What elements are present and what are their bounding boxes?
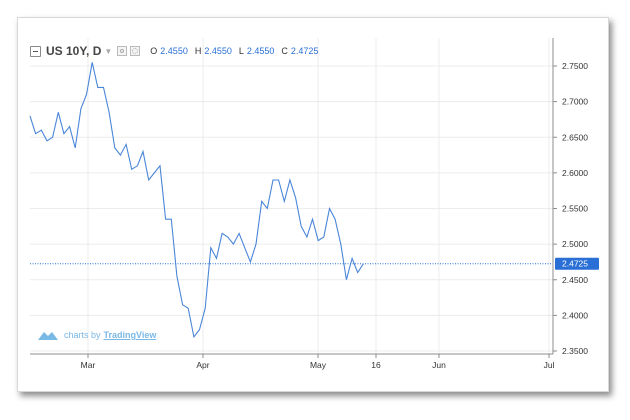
low-value: 2.4550 xyxy=(246,46,275,56)
symbol-label[interactable]: US 10Y, D xyxy=(46,44,102,58)
tradingview-logo-icon xyxy=(38,332,58,340)
y-tick-label: 2.4000 xyxy=(562,310,588,320)
series-line-us10y xyxy=(29,62,364,339)
watermark-prefix: charts by xyxy=(64,330,101,340)
y-tick-label: 2.4500 xyxy=(562,275,588,285)
y-tick-label: 2.6500 xyxy=(562,132,588,142)
watermark-brand-link[interactable]: TradingView xyxy=(103,330,157,340)
open-value: 2.4550 xyxy=(160,46,188,56)
tradingview-watermark[interactable]: charts by TradingView xyxy=(37,329,156,341)
y-tick-label: 2.7500 xyxy=(562,61,588,71)
x-tick-label: Jun xyxy=(432,360,446,370)
high-label: H xyxy=(194,46,202,56)
low-label: L xyxy=(238,46,244,56)
close-label: C xyxy=(281,46,288,56)
y-tick-label: 2.6000 xyxy=(562,168,588,178)
x-tick-label: May xyxy=(310,360,327,370)
series-legend: US 10Y, D ▼ O 2.4550 H 2.4550 L 2.4550 C 2.4… xyxy=(30,43,318,59)
y-tick-label: 2.5000 xyxy=(562,239,588,249)
open-label: O xyxy=(150,46,158,56)
eye-icon[interactable] xyxy=(117,46,128,56)
collapse-icon[interactable] xyxy=(30,45,41,57)
close-value: 2.4725 xyxy=(290,46,319,56)
current-price-label: 2.4725 xyxy=(562,259,588,269)
gear-icon[interactable] xyxy=(130,46,141,56)
high-value: 2.4550 xyxy=(204,46,232,56)
y-tick-label: 2.7000 xyxy=(562,97,588,107)
chart-canvas[interactable]: 2.7500 2.7000 2.6500 2.6000 2.5500 2.5000 2.45… xyxy=(18,18,608,391)
x-tick-label: Apr xyxy=(196,360,209,370)
y-tick-label: 2.5500 xyxy=(562,204,588,214)
chevron-down-icon[interactable]: ▼ xyxy=(104,46,113,56)
x-tick-label: Mar xyxy=(81,360,96,370)
y-tick-label: 2.3500 xyxy=(562,346,588,356)
current-price-tag: 2.4725 xyxy=(555,257,599,270)
chart-frame: 2.7500 2.7000 2.6500 2.6000 2.5500 2.5000 2.45… xyxy=(17,17,609,392)
x-tick-label: Jul xyxy=(544,360,555,370)
x-tick-label: 16 xyxy=(371,360,381,370)
